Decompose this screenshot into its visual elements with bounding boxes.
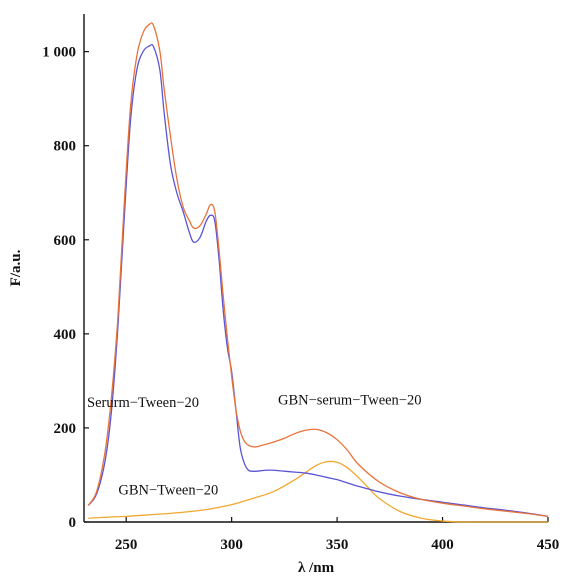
x-axis-title: λ /nm xyxy=(298,560,335,576)
y-tick-label: 600 xyxy=(54,233,77,249)
axes: 250 300 350 400 450 0 200 400 600 800 1 000 xyxy=(42,14,559,553)
y-axis-title: F/a.u. xyxy=(8,249,24,286)
x-tick-label: 450 xyxy=(537,537,560,553)
x-tick-label: 400 xyxy=(431,537,454,553)
x-ticks: 250 300 350 400 450 xyxy=(115,517,559,553)
x-tick-label: 350 xyxy=(326,537,349,553)
y-tick-label: 200 xyxy=(54,421,77,437)
curve-label: GBN−Tween−20 xyxy=(118,483,218,499)
y-ticks: 0 200 400 600 800 1 000 xyxy=(42,45,89,531)
x-tick-label: 300 xyxy=(220,537,243,553)
curve-label: GBN−serum−Tween−20 xyxy=(278,392,422,408)
series-line-serurm-tween-20 xyxy=(87,43,549,518)
series-layer xyxy=(87,22,549,523)
series-line-gbn-serum-tween-20 xyxy=(87,22,549,518)
annotation-layer: Serurm−Tween−20 GBN−serum−Tween−20 GBN−Twe… xyxy=(87,392,421,498)
y-tick-label: 1 000 xyxy=(42,45,76,61)
series-line-gbn-tween-20 xyxy=(88,460,548,523)
curve-label: Serurm−Tween−20 xyxy=(87,395,199,411)
x-tick-label: 250 xyxy=(115,537,138,553)
y-tick-label: 400 xyxy=(54,327,77,343)
y-tick-label: 800 xyxy=(54,139,77,155)
y-tick-label: 0 xyxy=(69,515,77,531)
